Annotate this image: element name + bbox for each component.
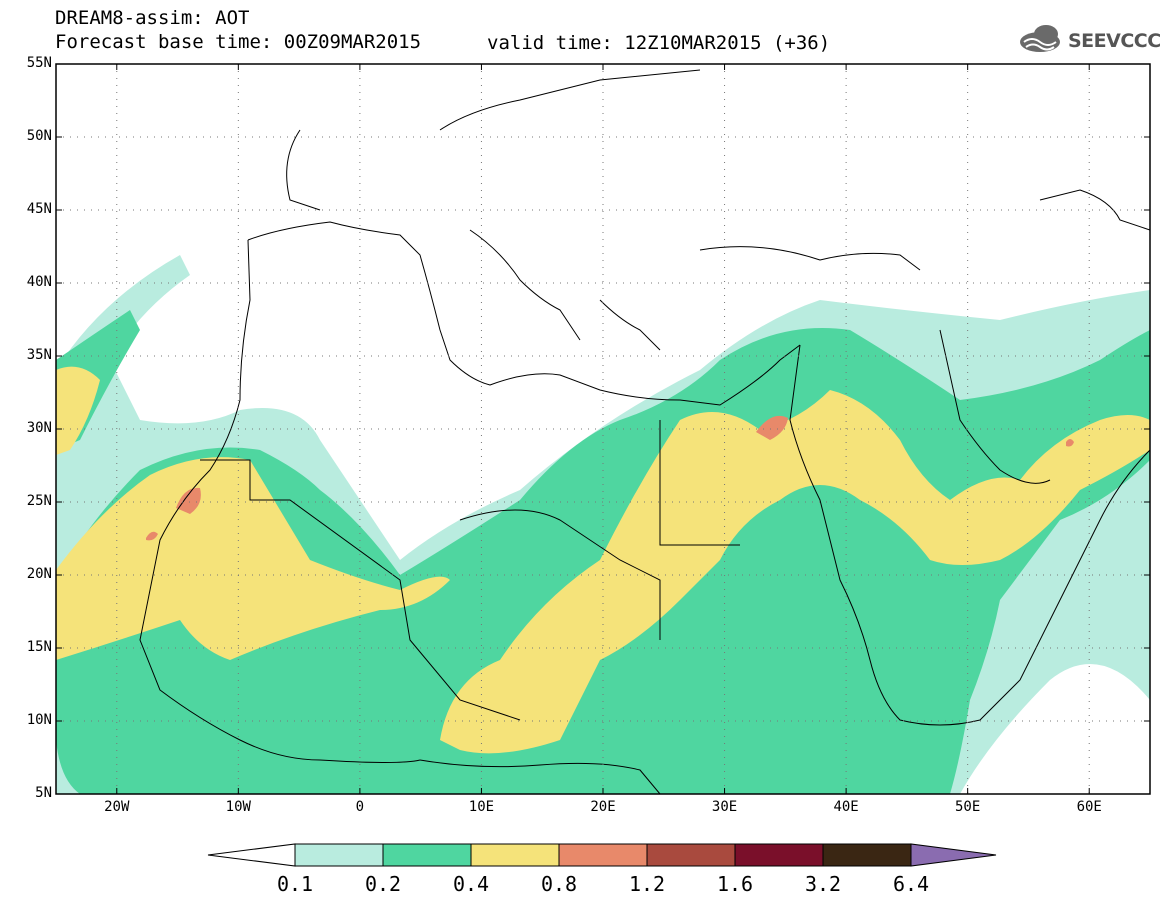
cloud-logo-icon [1020,25,1060,52]
colorbar-level-label: 6.4 [892,872,930,896]
valid-time: valid time: 12Z10MAR2015 (+36) [487,32,831,54]
colorbar-box [646,843,736,867]
lat-label: 50N [26,128,52,144]
colorbar [207,843,997,867]
colorbar-level-label: 0.1 [276,872,314,896]
axis-ticks [56,63,1150,795]
lon-label: 50E [955,799,981,815]
lat-label: 15N [26,639,52,655]
colorbar-box [558,843,648,867]
lon-label: 30E [711,799,738,815]
lat-label: 10N [26,712,52,728]
logo-text: SEEVCCC [1068,30,1161,52]
colorbar-level-label: 0.8 [540,872,578,896]
lon-label: 0 [355,799,365,815]
lon-label: 20E [590,799,616,815]
lon-label: 40E [833,799,859,815]
colorbar-level-label: 0.4 [452,872,490,896]
colorbar-level-label: 1.6 [716,872,754,896]
lat-label: 5N [35,785,52,801]
lat-label: 30N [26,420,52,436]
lat-label: 25N [26,493,52,509]
forecast-base-time: Forecast base time: 00Z09MAR2015 [55,31,422,53]
colorbar-box [734,843,824,867]
lon-label: 60E [1076,799,1102,815]
lat-label: 45N [26,201,52,217]
colorbar-box [822,843,912,867]
map-title: DREAM8-assim: AOT [55,7,250,29]
colorbar-box [382,843,472,867]
lon-label: 10W [225,799,251,815]
colorbar-box [294,843,384,867]
colorbar-level-label: 0.2 [364,872,402,896]
colorbar-level-label: 1.2 [628,872,666,896]
colorbar-arrow-low [207,843,296,867]
lat-label: 40N [26,274,52,290]
lat-label: 20N [26,566,52,582]
colorbar-arrow-high [910,843,997,867]
lat-label: 55N [26,55,52,71]
lon-label: 20W [104,799,130,815]
coastlines [139,69,1150,794]
lon-label: 10E [468,799,495,815]
lat-label: 35N [26,347,52,363]
colorbar-level-label: 3.2 [804,872,842,896]
colorbar-box [470,843,560,867]
